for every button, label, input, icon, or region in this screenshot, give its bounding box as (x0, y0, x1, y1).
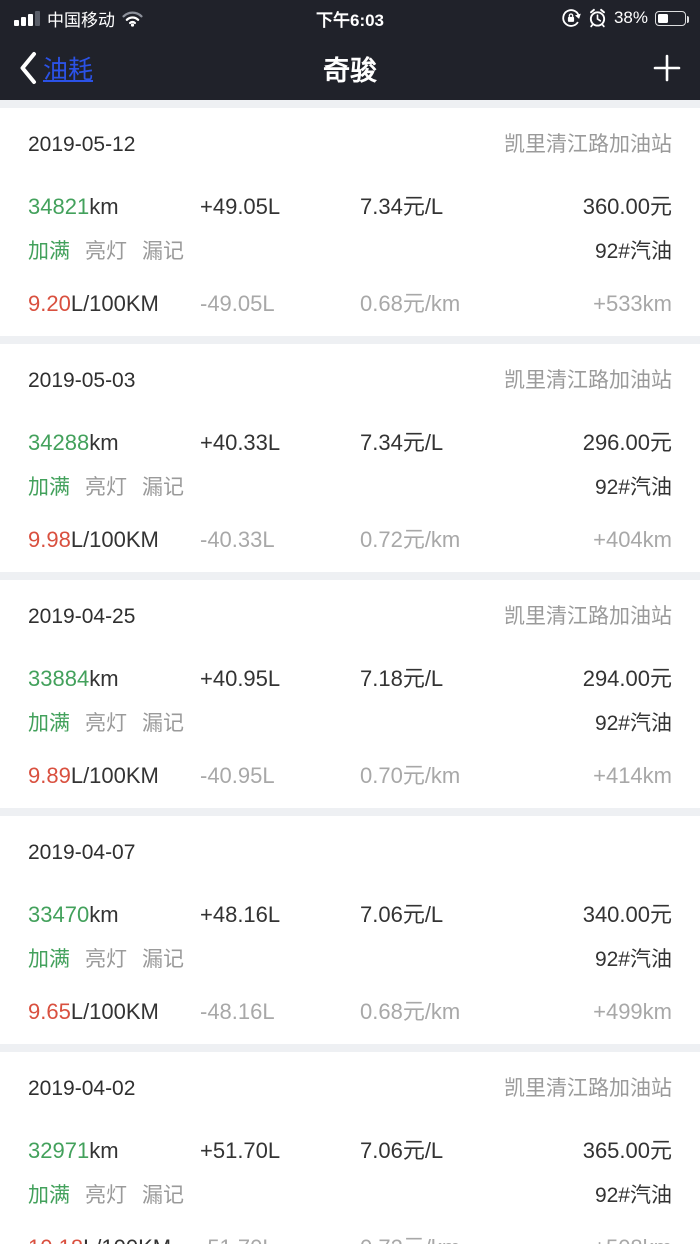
station-name: 凯里清江路加油站 (504, 605, 672, 628)
tag-missed-entry: 漏记 (142, 1184, 184, 1207)
battery-icon (655, 10, 689, 26)
cell-signal-icon (14, 10, 40, 26)
record-tags: 加满 亮灯 漏记 (28, 238, 184, 266)
alarm-clock-icon (589, 8, 606, 28)
total-cost: 294.00元 (582, 666, 672, 691)
consumption-value: 9.20L/100KM (28, 291, 159, 316)
tag-warning-light: 亮灯 (85, 948, 127, 971)
fuel-record-card[interactable]: 2019-04-02 凯里清江路加油站 32971km +51.70L 7.06… (0, 1052, 700, 1244)
fuel-used: -51.70L (200, 1233, 360, 1244)
odometer-value: 32971km (28, 1138, 119, 1163)
fuel-used: -40.95L (200, 763, 275, 788)
odometer-value: 34288km (28, 430, 119, 455)
record-date: 2019-04-07 (28, 841, 136, 864)
unit-price: 7.34元/L (360, 430, 444, 455)
tag-full-tank: 加满 (28, 948, 70, 971)
cost-per-km: 0.68元/km (360, 999, 461, 1024)
cost-per-km: 0.72元/km (360, 527, 461, 552)
fuel-type-label: 92#汽油 (594, 948, 672, 971)
record-tags: 加满 亮灯 漏记 (28, 474, 184, 502)
tag-missed-entry: 漏记 (142, 476, 184, 499)
nav-bar: 油耗 奇骏 (0, 36, 700, 100)
fuel-added: +40.95L (200, 666, 281, 691)
consumption-value: 9.89L/100KM (28, 763, 159, 788)
tag-full-tank: 加满 (28, 476, 70, 499)
tag-warning-light: 亮灯 (85, 712, 127, 735)
tag-missed-entry: 漏记 (142, 240, 184, 263)
unit-price: 7.18元/L (360, 666, 444, 691)
distance-travelled: +404km (593, 527, 672, 552)
distance-travelled: +508km (593, 1233, 672, 1244)
total-cost: 365.00元 (582, 1138, 672, 1163)
fuel-used: -40.33L (200, 527, 275, 552)
unit-price: 7.06元/L (360, 1138, 444, 1163)
fuel-record-card[interactable]: 2019-04-07 33470km +48.16L 7.06元/L 340.0… (0, 816, 700, 1044)
add-record-button[interactable] (652, 53, 682, 83)
fuel-added: +40.33L (200, 430, 281, 455)
total-cost: 360.00元 (582, 194, 672, 219)
total-cost: 296.00元 (582, 430, 672, 455)
record-tags: 加满 亮灯 漏记 (28, 710, 184, 738)
fuel-record-card[interactable]: 2019-05-12 凯里清江路加油站 34821km +49.05L 7.34… (0, 108, 700, 336)
total-cost: 340.00元 (582, 902, 672, 927)
fuel-type-label: 92#汽油 (594, 476, 672, 499)
fuel-used: -48.16L (200, 999, 275, 1024)
consumption-value: 9.98L/100KM (28, 527, 159, 552)
tag-warning-light: 亮灯 (85, 1184, 127, 1207)
fuel-added: +51.70L (200, 1138, 281, 1163)
odometer-value: 34821km (28, 194, 119, 219)
consumption-value: 10.18L/100KM (28, 1233, 200, 1244)
wifi-icon (122, 11, 143, 27)
tag-full-tank: 加满 (28, 712, 70, 735)
back-link[interactable]: 油耗 (43, 56, 94, 84)
station-name: 凯里清江路加油站 (504, 1077, 672, 1100)
record-tags: 加满 亮灯 漏记 (28, 946, 184, 974)
station-name: 凯里清江路加油站 (504, 369, 672, 392)
station-name: 凯里清江路加油站 (504, 133, 672, 156)
fuel-type-label: 92#汽油 (594, 712, 672, 735)
fuel-type-label: 92#汽油 (594, 240, 672, 263)
tag-warning-light: 亮灯 (85, 476, 127, 499)
tag-full-tank: 加满 (28, 240, 70, 263)
distance-travelled: +533km (593, 291, 672, 316)
cost-per-km: 0.70元/km (360, 763, 461, 788)
carrier-label: 中国移动 (47, 10, 115, 30)
tag-missed-entry: 漏记 (142, 712, 184, 735)
fuel-record-card[interactable]: 2019-04-25 凯里清江路加油站 33884km +40.95L 7.18… (0, 580, 700, 808)
odometer-value: 33470km (28, 902, 119, 927)
records-list: 2019-05-12 凯里清江路加油站 34821km +49.05L 7.34… (0, 108, 700, 1244)
tag-warning-light: 亮灯 (85, 240, 127, 263)
odometer-value: 33884km (28, 666, 119, 691)
distance-travelled: +414km (593, 763, 672, 788)
record-date: 2019-05-12 (28, 133, 136, 156)
chevron-left-icon (20, 52, 36, 84)
cost-per-km: 0.72元/km (360, 1233, 593, 1244)
fuel-type-label: 92#汽油 (594, 1184, 672, 1207)
consumption-value: 9.65L/100KM (28, 999, 159, 1024)
fuel-record-card[interactable]: 2019-05-03 凯里清江路加油站 34288km +40.33L 7.34… (0, 344, 700, 572)
unit-price: 7.06元/L (360, 902, 444, 927)
fuel-added: +48.16L (200, 902, 281, 927)
cost-per-km: 0.68元/km (360, 291, 461, 316)
fuel-used: -49.05L (200, 291, 275, 316)
orientation-lock-icon (562, 9, 581, 27)
record-date: 2019-04-02 (28, 1077, 136, 1100)
distance-travelled: +499km (593, 999, 672, 1024)
record-tags: 加满 亮灯 漏记 (28, 1182, 184, 1210)
battery-percent-label: 38% (613, 8, 648, 27)
page-title: 奇骏 (323, 55, 377, 86)
app-header: 中国移动 下午6:03 38% (0, 0, 700, 100)
plus-icon (653, 54, 681, 82)
back-button[interactable]: 油耗 (18, 50, 93, 86)
record-date: 2019-05-03 (28, 369, 136, 392)
unit-price: 7.34元/L (360, 194, 444, 219)
tag-full-tank: 加满 (28, 1184, 70, 1207)
fuel-added: +49.05L (200, 194, 281, 219)
record-date: 2019-04-25 (28, 605, 136, 628)
status-bar: 中国移动 下午6:03 38% (0, 0, 700, 36)
tag-missed-entry: 漏记 (142, 948, 184, 971)
